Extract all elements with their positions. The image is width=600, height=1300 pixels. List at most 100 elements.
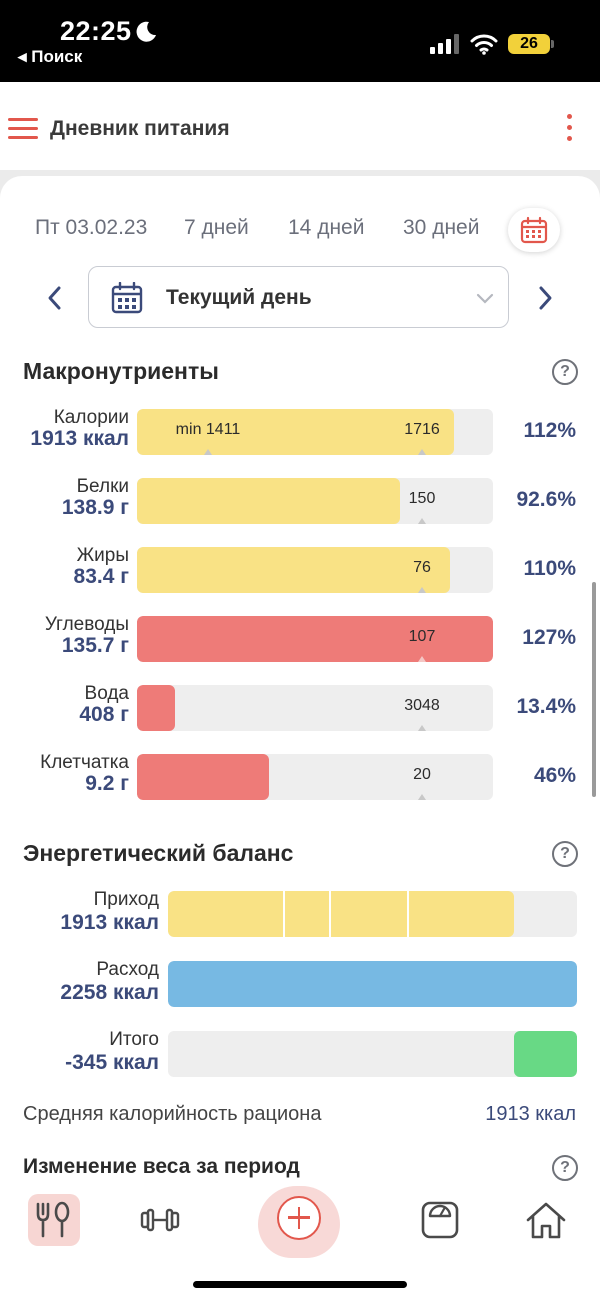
meal-divider [283, 891, 285, 937]
nav-workouts[interactable] [134, 1194, 186, 1246]
macros-title: Макронутриенты [23, 358, 219, 384]
energy-value: -345 ккал [65, 1051, 159, 1074]
macro-bar: 20 [137, 754, 493, 800]
energy-label: Приход [93, 889, 159, 910]
energy-bar-fill [514, 1031, 577, 1077]
energy-title: Энергетический баланс [23, 840, 294, 866]
macro-bar: min 1411 1716 [137, 409, 493, 455]
tab-14-days[interactable]: 14 дней [288, 216, 365, 239]
energy-value: 2258 ккал [60, 981, 159, 1004]
macro-percent: 127% [522, 626, 576, 649]
macro-bar: 150 [137, 478, 493, 524]
energy-value: 1913 ккал [60, 911, 159, 934]
status-time: 22:25 [60, 16, 132, 46]
scale-icon [421, 1201, 459, 1239]
nav-home[interactable] [520, 1194, 572, 1246]
meal-divider [407, 891, 409, 937]
macro-percent: 92.6% [516, 488, 576, 511]
battery-icon: 26 [508, 34, 550, 54]
energy-bar-fill [168, 891, 515, 937]
macro-target: 76 [413, 559, 431, 576]
tab-current-date[interactable]: Пт 03.02.23 [35, 216, 148, 239]
chevron-down-icon [476, 293, 494, 304]
food-icon [36, 1201, 70, 1238]
energy-bar [168, 891, 577, 937]
calendar-icon [520, 216, 548, 244]
back-to-search-link[interactable]: ◂ Поиск [18, 47, 83, 66]
macro-value: 83.4 г [73, 565, 129, 588]
page-title: Дневник питания [50, 117, 230, 140]
macro-min-label: min 1411 [175, 421, 241, 438]
home-icon [526, 1202, 566, 1239]
calendar-button[interactable] [508, 208, 560, 252]
home-indicator [193, 1281, 407, 1288]
macro-label: Углеводы [44, 614, 129, 635]
macro-row-calories: Калории 1913 ккал min 1411 1716 112% [0, 407, 600, 467]
battery-tip [551, 40, 554, 48]
status-bar: 22:25 ◂ Поиск 26 [0, 0, 600, 82]
macro-row-carbs: Углеводы 135.7 г 107 127% [0, 614, 600, 674]
macro-bar-fill [137, 616, 493, 662]
macro-value: 408 г [79, 703, 129, 726]
weight-change-help-icon[interactable]: ? [552, 1155, 578, 1181]
macro-target: 150 [408, 490, 436, 507]
energy-help-icon[interactable]: ? [552, 841, 578, 867]
macros-help-icon[interactable]: ? [552, 359, 578, 385]
energy-row-intake: Приход 1913 ккал [0, 889, 600, 949]
macro-value: 138.9 г [61, 496, 129, 519]
macro-row-protein: Белки 138.9 г 150 92.6% [0, 476, 600, 536]
menu-icon[interactable] [8, 118, 38, 140]
energy-bar-fill [168, 961, 577, 1007]
scrollbar[interactable] [592, 582, 596, 797]
add-icon[interactable] [277, 1196, 321, 1240]
next-day-arrow-icon[interactable] [534, 284, 556, 312]
tab-30-days[interactable]: 30 дней [403, 216, 480, 239]
content-card [0, 176, 600, 1186]
macro-value: 135.7 г [61, 634, 129, 657]
target-tick-marker [418, 656, 426, 662]
target-tick-marker [418, 449, 426, 455]
macro-row-fiber: Клетчатка 9.2 г 20 46% [0, 752, 600, 812]
prev-day-arrow-icon[interactable] [44, 284, 66, 312]
macro-bar-fill [137, 685, 176, 731]
macro-target: 20 [413, 766, 431, 783]
macro-target: 107 [408, 628, 436, 645]
tab-7-days[interactable]: 7 дней [184, 216, 249, 239]
target-tick-marker [418, 794, 426, 800]
macro-percent: 112% [523, 419, 576, 442]
cellular-signal-icon [430, 34, 459, 54]
avg-calories-value: 1913 ккал [485, 1103, 576, 1125]
target-tick-marker [418, 725, 426, 731]
macro-label: Белки [76, 476, 129, 497]
macro-label: Клетчатка [40, 752, 129, 773]
macro-percent: 46% [533, 764, 576, 787]
macro-bar-fill [137, 547, 451, 593]
energy-label: Расход [96, 959, 159, 980]
energy-bar [168, 1031, 577, 1077]
day-range-select[interactable]: Текущий день [88, 266, 509, 328]
min-tick-marker [204, 449, 212, 455]
macro-row-fat: Жиры 83.4 г 76 110% [0, 545, 600, 605]
energy-row-total: Итого -345 ккал [0, 1029, 600, 1089]
macro-bar: 107 [137, 616, 493, 662]
meal-divider [329, 891, 331, 937]
macro-target: 1716 [404, 421, 440, 438]
macro-percent: 110% [523, 557, 576, 580]
macro-label: Жиры [76, 545, 129, 566]
nav-food[interactable] [28, 1194, 80, 1246]
dumbbell-icon [140, 1208, 180, 1232]
wifi-icon [470, 34, 498, 55]
day-range-label: Текущий день [166, 286, 312, 309]
app-header: Дневник питания [0, 82, 600, 170]
more-options-icon[interactable] [562, 114, 576, 146]
macro-label: Калории [53, 407, 129, 428]
nav-weight[interactable] [414, 1194, 466, 1246]
weight-change-title: Изменение веса за период [23, 1155, 300, 1178]
macro-row-water: Вода 408 г 3048 13.4% [0, 683, 600, 743]
macro-value: 1913 ккал [30, 427, 129, 450]
energy-row-expenditure: Расход 2258 ккал [0, 959, 600, 1019]
target-tick-marker [418, 587, 426, 593]
macro-percent: 13.4% [516, 695, 576, 718]
target-tick-marker [418, 518, 426, 524]
energy-bar [168, 961, 577, 1007]
